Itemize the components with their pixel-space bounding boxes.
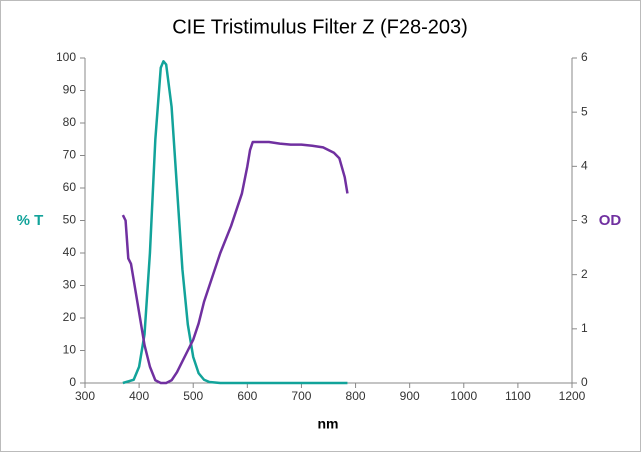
y2-axis-label: OD <box>599 212 622 229</box>
y-tick-label: 90 <box>63 83 77 97</box>
x-tick-label: 400 <box>129 389 149 403</box>
y2-tick-label: 2 <box>581 267 588 281</box>
y2-tick-label: 1 <box>581 321 588 335</box>
y-tick-label: 100 <box>56 50 76 64</box>
y-tick-label: 10 <box>63 343 77 357</box>
x-tick-label: 300 <box>75 389 95 403</box>
y-tick-label: 60 <box>63 180 77 194</box>
y-axis-label: % T <box>17 212 44 229</box>
x-tick-label: 1200 <box>559 389 586 403</box>
x-tick-label: 500 <box>183 389 203 403</box>
y-tick-label: 80 <box>63 115 77 129</box>
y-tick-label: 30 <box>63 278 77 292</box>
x-tick-label: 1100 <box>505 389 531 403</box>
x-tick-label: 900 <box>400 389 420 403</box>
y2-tick-label: 4 <box>581 159 588 173</box>
x-axis-label: nm <box>318 416 339 432</box>
x-tick-label: 800 <box>346 389 366 403</box>
y2-tick-label: 3 <box>581 213 588 227</box>
series-line <box>121 140 349 385</box>
series-line <box>122 60 348 385</box>
y-tick-label: 0 <box>69 375 76 389</box>
x-tick-label: 1000 <box>450 389 477 403</box>
y-tick-label: 40 <box>63 245 77 259</box>
y-tick-label: 50 <box>63 213 77 227</box>
y2-tick-label: 5 <box>581 104 588 118</box>
y-tick-label: 20 <box>63 310 77 324</box>
chart-title: CIE Tristimulus Filter Z (F28-203) <box>172 16 468 38</box>
y2-tick-label: 6 <box>581 50 588 64</box>
x-tick-label: 700 <box>291 389 311 403</box>
y-tick-label: 70 <box>63 148 77 162</box>
y2-tick-label: 0 <box>581 375 588 389</box>
x-tick-label: 600 <box>237 389 257 403</box>
